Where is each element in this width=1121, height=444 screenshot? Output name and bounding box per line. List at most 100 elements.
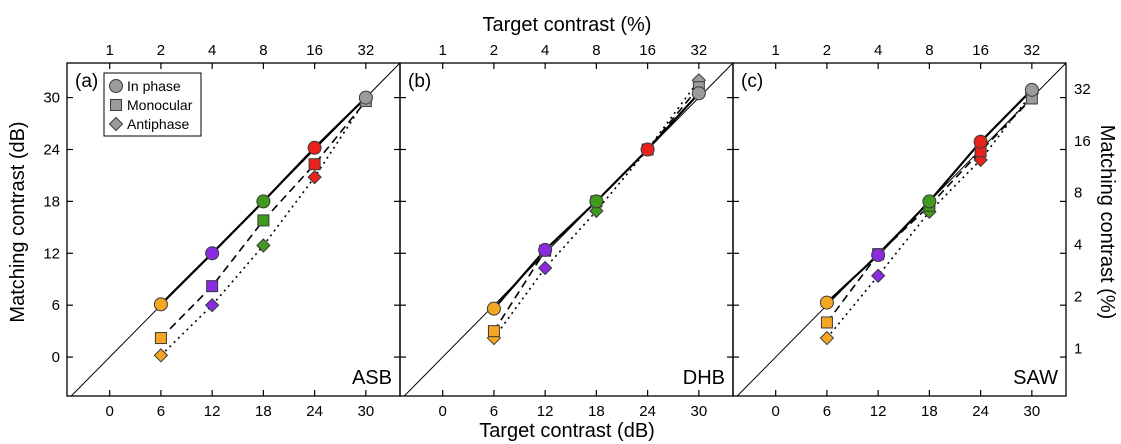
data-point-circle: [589, 194, 604, 209]
data-point-square: [820, 316, 833, 329]
right-axis-title: Matching contrast (%): [1096, 125, 1118, 320]
data-point-diamond: [537, 260, 553, 276]
identity-line: [403, 63, 733, 396]
y-tick-label-db: 12: [43, 245, 60, 262]
y-tick-label-pct: 1: [1074, 340, 1082, 357]
y-tick-label-pct: 8: [1074, 185, 1082, 202]
data-point-circle: [256, 194, 271, 209]
x-tick-label-pct: 1: [106, 42, 114, 59]
data-point-circle: [640, 142, 655, 157]
series-line-square: [826, 97, 1033, 323]
legend-marker-diamond: [108, 116, 124, 132]
x-tick-label-db: 0: [772, 403, 780, 420]
data-point-diamond: [204, 297, 220, 313]
data-point-square: [257, 214, 270, 227]
x-tick-label-db: 0: [439, 403, 447, 420]
data-point-circle: [691, 86, 706, 101]
x-tick-label-pct: 1: [439, 42, 447, 59]
data-point-circle: [486, 301, 501, 316]
data-point-diamond: [589, 203, 604, 219]
x-tick-label-pct: 2: [823, 42, 831, 59]
legend-label: Antiphase: [127, 116, 189, 132]
data-point-diamond: [307, 169, 322, 185]
series-line-square: [493, 86, 700, 332]
x-tick-label-db: 30: [358, 403, 375, 420]
data-point-circle: [922, 194, 937, 209]
left-axis-title: Matching contrast (dB): [7, 121, 29, 322]
x-tick-label-pct: 16: [972, 42, 989, 59]
x-tick-label-db: 24: [972, 403, 989, 420]
x-tick-label-db: 12: [537, 403, 554, 420]
data-point-circle: [871, 248, 886, 263]
y-tick-label-db: 6: [52, 297, 60, 314]
observer-label: SAW: [1013, 367, 1058, 389]
data-point-circle: [205, 246, 220, 261]
legend-label: Monocular: [127, 97, 193, 113]
x-tick-label-pct: 2: [157, 42, 165, 59]
bottom-axis-title: Target contrast (dB): [479, 420, 655, 442]
data-point-diamond: [819, 330, 835, 346]
y-tick-label-db: 30: [43, 90, 60, 107]
legend-label: In phase: [127, 78, 181, 94]
x-tick-label-db: 24: [306, 403, 323, 420]
data-point-diamond: [870, 268, 886, 283]
x-tick-label-pct: 32: [358, 42, 375, 59]
x-tick-label-db: 18: [588, 403, 605, 420]
x-tick-label-pct: 8: [592, 42, 600, 59]
top-axis-title: Target contrast (%): [483, 14, 652, 36]
observer-label: ASB: [352, 367, 392, 389]
data-point-circle: [153, 297, 168, 312]
x-tick-label-db: 12: [204, 403, 221, 420]
data-point-diamond: [256, 238, 271, 253]
data-point-diamond: [153, 348, 169, 363]
data-point-square: [487, 325, 500, 338]
data-point-circle: [307, 140, 322, 155]
x-tick-label-pct: 8: [259, 42, 267, 59]
x-tick-label-db: 0: [106, 403, 114, 420]
legend: In phase Monocular Antiphase: [103, 72, 202, 137]
x-tick-label-db: 30: [1024, 403, 1041, 420]
x-tick-label-db: 18: [921, 403, 938, 420]
y-tick-label-pct: 2: [1074, 289, 1082, 306]
data-point-square: [206, 280, 219, 293]
x-tick-label-pct: 4: [874, 42, 882, 59]
observer-label: DHB: [683, 367, 725, 389]
x-tick-label-db: 6: [823, 403, 831, 420]
data-point-square: [308, 158, 321, 171]
x-tick-label-pct: 16: [639, 42, 656, 59]
panel-letter: (c): [741, 71, 763, 92]
data-point-circle: [973, 134, 988, 149]
x-tick-label-db: 24: [639, 403, 656, 420]
x-tick-label-db: 12: [870, 403, 887, 420]
panel-frame: [732, 62, 1067, 397]
y-tick-label-db: 24: [43, 141, 60, 158]
y-tick-label-pct: 32: [1074, 81, 1091, 98]
x-tick-label-pct: 4: [208, 42, 216, 59]
data-point-circle: [358, 90, 373, 105]
x-tick-label-pct: 2: [490, 42, 498, 59]
x-tick-label-pct: 4: [541, 42, 549, 59]
legend-marker-circle: [109, 79, 123, 93]
x-tick-label-pct: 32: [1024, 42, 1041, 59]
x-tick-label-pct: 1: [772, 42, 780, 59]
data-point-circle: [538, 242, 553, 257]
panel-letter: (b): [408, 71, 431, 92]
x-tick-label-db: 18: [255, 403, 272, 420]
y-tick-label-db: 18: [43, 193, 60, 210]
x-tick-label-pct: 16: [306, 42, 323, 59]
x-tick-label-db: 6: [490, 403, 498, 420]
legend-marker-square: [110, 99, 122, 111]
data-point-circle: [819, 295, 834, 310]
panel-letter: (a): [75, 71, 98, 92]
x-tick-label-pct: 32: [691, 42, 708, 59]
y-tick-label-pct: 4: [1074, 237, 1082, 254]
y-tick-label-pct: 16: [1074, 133, 1091, 150]
x-tick-label-db: 30: [691, 403, 708, 420]
x-tick-label-pct: 8: [925, 42, 933, 59]
data-point-circle: [1024, 82, 1039, 97]
